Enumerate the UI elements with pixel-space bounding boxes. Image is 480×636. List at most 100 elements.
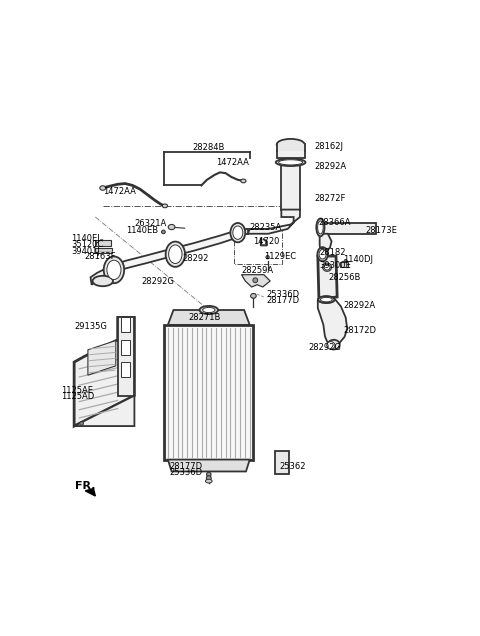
Polygon shape [340,263,348,267]
Ellipse shape [253,278,258,282]
Text: 26321A: 26321A [134,219,167,228]
Ellipse shape [107,260,121,279]
Text: 28366A: 28366A [319,218,351,227]
Polygon shape [85,488,96,496]
Text: 28177D: 28177D [266,296,300,305]
Ellipse shape [162,230,165,234]
Polygon shape [241,275,270,287]
Text: 28292A: 28292A [315,162,347,172]
Text: 1129EC: 1129EC [264,252,296,261]
Text: FR.: FR. [75,481,96,492]
Ellipse shape [100,186,106,190]
Polygon shape [248,210,300,234]
Ellipse shape [317,247,328,261]
Ellipse shape [319,249,326,259]
Text: 28177D: 28177D [170,462,203,471]
Polygon shape [96,240,111,246]
Ellipse shape [162,204,168,208]
Text: 1472AA: 1472AA [216,158,249,167]
Ellipse shape [205,480,212,483]
Polygon shape [74,396,134,426]
Ellipse shape [318,296,335,303]
Text: 28284B: 28284B [192,143,225,152]
Text: 39300E: 39300E [320,261,351,270]
Ellipse shape [316,219,324,237]
Ellipse shape [323,263,332,272]
Text: 25336D: 25336D [170,468,203,477]
Ellipse shape [328,340,340,349]
Ellipse shape [230,223,245,242]
Polygon shape [118,317,134,396]
Polygon shape [233,229,248,234]
Ellipse shape [104,256,124,283]
Ellipse shape [266,256,269,259]
Text: 29135G: 29135G [74,322,107,331]
Ellipse shape [206,472,211,476]
Text: 28256B: 28256B [329,272,361,282]
Ellipse shape [200,306,218,314]
Text: 28173E: 28173E [365,226,397,235]
Text: 28172D: 28172D [344,326,376,335]
Polygon shape [74,317,134,426]
Ellipse shape [166,242,185,267]
Bar [277,144,305,151]
Text: 28259A: 28259A [241,266,274,275]
Ellipse shape [318,296,335,303]
Text: 28162J: 28162J [315,142,344,151]
Polygon shape [281,162,300,210]
Ellipse shape [276,158,305,166]
Ellipse shape [324,265,330,270]
Polygon shape [318,300,347,345]
Text: 39401J: 39401J [71,247,100,256]
Text: 28292: 28292 [183,254,209,263]
Text: 28271B: 28271B [188,314,221,322]
Ellipse shape [251,293,256,298]
Text: 28292G: 28292G [142,277,175,286]
Text: 28272F: 28272F [315,194,346,203]
Text: 35120C: 35120C [71,240,103,249]
Text: 28235A: 28235A [250,223,282,232]
Polygon shape [91,232,232,285]
Ellipse shape [168,225,175,230]
Polygon shape [320,234,332,251]
Ellipse shape [206,476,211,481]
Ellipse shape [241,179,246,183]
Text: 14720: 14720 [252,237,279,245]
Text: 1140DJ: 1140DJ [344,254,373,264]
Ellipse shape [327,342,335,349]
Bar [120,362,130,377]
Text: 1140EB: 1140EB [126,226,158,235]
Ellipse shape [168,245,182,263]
Ellipse shape [321,298,332,302]
Ellipse shape [80,422,84,425]
Ellipse shape [276,139,305,150]
Bar [275,452,289,474]
Text: 25362: 25362 [279,462,306,471]
Bar [277,150,305,158]
Text: 28163F: 28163F [84,252,116,261]
Bar [120,317,130,333]
Polygon shape [164,325,253,460]
Ellipse shape [100,240,104,243]
Text: 1125AD: 1125AD [61,392,94,401]
Polygon shape [168,310,250,325]
Ellipse shape [344,259,347,263]
Polygon shape [88,340,116,375]
Ellipse shape [318,221,323,234]
Bar [120,340,130,355]
Text: 28182: 28182 [320,248,346,257]
Ellipse shape [278,160,303,165]
Text: 28292A: 28292A [344,301,375,310]
Polygon shape [96,247,112,254]
Polygon shape [168,460,250,471]
Text: 1472AA: 1472AA [103,186,136,196]
Text: 1125AE: 1125AE [61,385,93,394]
Text: 1140EJ: 1140EJ [71,234,100,243]
Polygon shape [318,256,337,299]
Ellipse shape [93,276,113,286]
Text: 25336D: 25336D [266,290,300,299]
Polygon shape [320,223,376,234]
Ellipse shape [203,307,215,313]
Ellipse shape [233,226,243,239]
Text: 28292G: 28292G [309,343,341,352]
